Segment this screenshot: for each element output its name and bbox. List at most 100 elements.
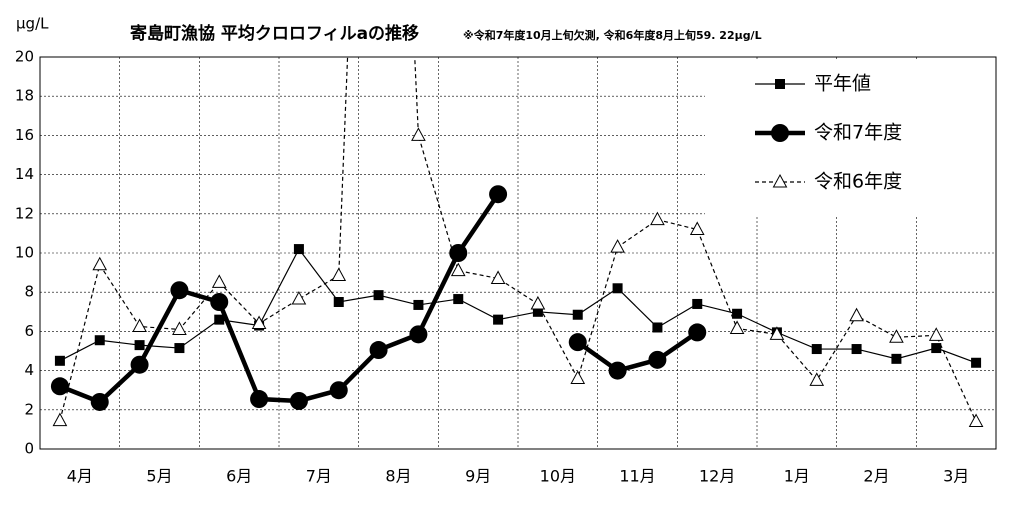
x-tick-label: 4月 (67, 467, 93, 486)
marker-square (293, 244, 304, 255)
marker-triangle (689, 221, 705, 235)
marker-square (692, 298, 703, 309)
y-tick-label: 8 (24, 283, 34, 301)
marker-square (453, 294, 464, 305)
legend-label: 令和6年度 (814, 171, 902, 193)
marker-square (732, 308, 743, 319)
x-tick-label: 9月 (465, 467, 491, 486)
x-tick-label: 6月 (226, 467, 252, 486)
plot-frame (39, 56, 997, 450)
marker-square (413, 299, 424, 310)
marker-triangle (809, 372, 825, 386)
series-line (59, 247, 977, 364)
marker-triangle (52, 412, 68, 427)
y-tick-label: 0 (24, 440, 34, 458)
legend-box (705, 59, 994, 215)
marker-square (811, 344, 822, 355)
marker-square (134, 340, 145, 351)
marker-circle (489, 185, 508, 204)
marker-triangle (968, 413, 984, 428)
x-tick-label: 2月 (863, 467, 889, 486)
x-tick-label: 1月 (784, 467, 810, 486)
marker-triangle (251, 315, 267, 330)
y-tick-label: 2 (24, 400, 34, 418)
marker-triangle (172, 321, 187, 335)
marker-square (54, 355, 65, 366)
marker-circle (210, 293, 229, 311)
y-tick-label: 18 (15, 87, 34, 105)
x-tick-label: 8月 (385, 467, 411, 486)
series-line (59, 192, 500, 405)
marker-square (612, 283, 623, 294)
marker-triangle (132, 318, 147, 332)
legend-label: 平年値 (814, 73, 871, 95)
marker-square (532, 306, 543, 317)
y-tick-label: 12 (15, 204, 34, 222)
marker-triangle (650, 211, 665, 226)
marker-circle (170, 281, 189, 300)
marker-circle (250, 390, 269, 409)
x-tick-label: 3月 (943, 467, 969, 486)
marker-square (333, 297, 344, 307)
marker-triangle (889, 329, 904, 343)
marker-triangle (729, 320, 745, 334)
y-tick-label: 16 (15, 126, 34, 144)
x-tick-label: 7月 (306, 467, 332, 486)
marker-circle (329, 381, 348, 400)
marker-square (775, 79, 785, 89)
legend-label: 令和7年度 (814, 122, 902, 144)
marker-triangle (291, 291, 307, 305)
marker-triangle (928, 327, 944, 341)
marker-triangle (92, 256, 108, 271)
marker-circle (688, 323, 707, 342)
series-line (59, 57, 977, 422)
marker-triangle (769, 326, 785, 340)
marker-triangle (331, 267, 347, 282)
y-tick-label: 4 (24, 361, 34, 379)
marker-square (971, 357, 982, 368)
marker-square (373, 290, 384, 301)
marker-circle (130, 355, 149, 374)
marker-square (891, 353, 902, 364)
marker-circle (369, 341, 388, 360)
marker-square (931, 343, 942, 354)
marker-circle (608, 361, 627, 380)
marker-square (851, 344, 862, 355)
x-tick-label: 11月 (619, 467, 655, 486)
marker-circle (771, 124, 789, 142)
x-tick-label: 12月 (699, 467, 735, 486)
marker-triangle (610, 239, 625, 253)
marker-square (652, 322, 663, 333)
y-tick-label: 14 (15, 165, 34, 183)
y-tick-label: 20 (15, 48, 34, 66)
marker-circle (409, 325, 428, 344)
marker-triangle (530, 295, 546, 310)
marker-circle (648, 350, 667, 369)
marker-circle (50, 377, 69, 396)
x-tick-label: 5月 (146, 467, 172, 486)
marker-triangle (411, 127, 426, 141)
series (52, 57, 984, 428)
chart-note: ※令和7年度10月上旬欠測, 令和6年度8月上旬59. 22μg/L (463, 28, 762, 42)
y-tick-label: 10 (15, 244, 34, 262)
x-tick-label: 10月 (540, 467, 576, 486)
series-line (576, 330, 699, 374)
chart-title: 寄島町漁協 平均クロロフィルaの推移 (130, 23, 419, 44)
marker-circle (90, 392, 109, 411)
marker-square (94, 335, 105, 346)
marker-square (572, 309, 583, 320)
marker-triangle (849, 307, 864, 322)
y-unit: μg/L (16, 15, 49, 33)
marker-triangle (772, 173, 788, 188)
marker-triangle (450, 262, 466, 277)
marker-square (214, 314, 225, 325)
marker-square (493, 314, 504, 325)
marker-triangle (211, 274, 227, 288)
marker-triangle (570, 370, 586, 384)
marker-square (174, 343, 185, 354)
marker-circle (449, 244, 468, 262)
marker-circle (568, 333, 587, 352)
marker-circle (289, 391, 308, 410)
series (50, 185, 707, 411)
